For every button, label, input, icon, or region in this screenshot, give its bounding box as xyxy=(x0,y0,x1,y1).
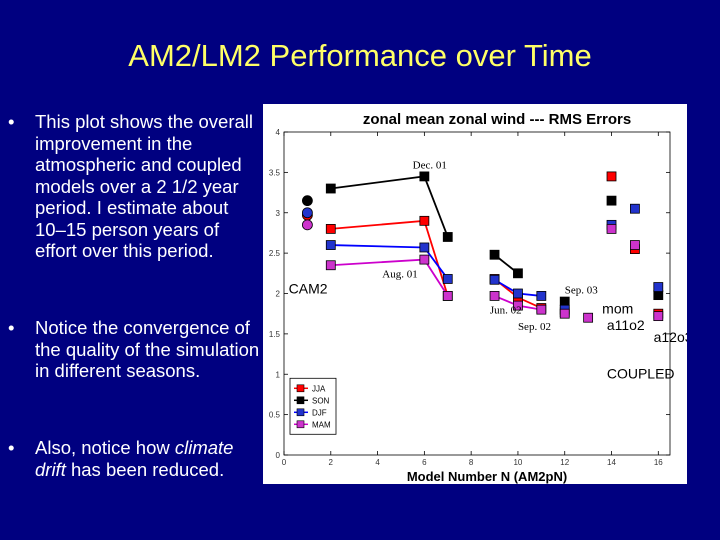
annotation-label: Sep. 02 xyxy=(518,321,551,333)
data-point-son xyxy=(653,290,664,301)
data-point-jja xyxy=(419,215,430,226)
legend-label: DJF xyxy=(312,408,327,417)
bullet-item: • This plot shows the overall improvemen… xyxy=(8,111,260,262)
data-point-mam xyxy=(325,260,336,271)
y-tick-label: 2.5 xyxy=(269,249,281,258)
rms-error-chart: zonal mean zonal wind --- RMS Errors 0 2 4 6… xyxy=(269,111,687,484)
data-point-jja xyxy=(325,224,336,234)
y-tick-label: 0 xyxy=(276,451,281,460)
x-tick-label: 4 xyxy=(375,458,380,467)
data-point-son xyxy=(419,171,430,182)
x-tick-label: 16 xyxy=(654,458,663,467)
y-tick-label: 3 xyxy=(276,209,281,218)
x-tick-label: 2 xyxy=(329,458,334,467)
annotation-label: a11o2 xyxy=(607,317,645,333)
legend-marker xyxy=(296,384,305,393)
data-point-son xyxy=(442,232,453,242)
annotation-label: Sep. 03 xyxy=(565,285,599,297)
y-tick-label: 1.5 xyxy=(269,330,281,339)
data-point-djf xyxy=(419,242,430,253)
data-point-son xyxy=(559,296,570,307)
data-point-djf xyxy=(442,274,453,284)
y-tick-label: 2 xyxy=(276,290,281,299)
annotation-label: a12o3 xyxy=(654,329,687,345)
cam2-point-mam xyxy=(301,219,313,231)
series-line-jja xyxy=(330,219,449,297)
legend-label: JJA xyxy=(312,384,326,393)
annotation-label: mom xyxy=(602,301,633,317)
bullet-text-pre: Also, notice how xyxy=(35,437,175,458)
y-tick-label: 1 xyxy=(276,370,281,379)
bullet-glyph: • xyxy=(8,317,15,338)
data-point-son xyxy=(606,195,617,206)
data-point-mam xyxy=(513,300,523,311)
data-point-djf xyxy=(630,203,640,214)
slide-title: AM2/LM2 Performance over Time xyxy=(128,38,592,73)
x-axis-label: Model Number N (AM2pN) xyxy=(407,469,567,484)
data-point-son xyxy=(489,249,500,260)
data-point-son xyxy=(513,268,523,279)
x-tick-label: 0 xyxy=(282,458,287,467)
data-point-mam xyxy=(442,291,453,301)
x-tick-label: 12 xyxy=(560,458,569,467)
bullet-glyph: • xyxy=(8,437,15,458)
y-tick-label: 0.5 xyxy=(269,411,281,420)
chart-panel: zonal mean zonal wind --- RMS Errors 0 2 4 6… xyxy=(263,104,687,484)
data-point-mam xyxy=(606,224,617,234)
y-tick-label: 4 xyxy=(276,128,281,137)
y-tick-label: 3.5 xyxy=(269,168,281,177)
chart-title: zonal mean zonal wind --- RMS Errors xyxy=(363,111,631,128)
cam2-point-djf xyxy=(301,207,313,219)
data-point-mam xyxy=(559,308,570,319)
legend-label: MAM xyxy=(312,420,331,429)
bullet-item: • Also, notice how climate drift has bee… xyxy=(8,437,265,480)
data-point-mam xyxy=(489,291,500,301)
annotation-label: Aug. 01 xyxy=(382,268,417,280)
x-tick-label: 6 xyxy=(422,458,427,467)
data-point-djf xyxy=(536,291,547,301)
annotation-label: COUPLED xyxy=(607,365,675,381)
legend-marker xyxy=(296,420,305,429)
data-point-djf xyxy=(325,240,336,250)
data-point-mam xyxy=(419,254,430,265)
data-point-mam xyxy=(583,312,594,323)
bullet-glyph: • xyxy=(8,111,15,132)
bullet-text-emphasis: climate drift xyxy=(35,437,234,480)
bullet-text: This plot shows the overall improvement … xyxy=(35,111,253,261)
legend-marker xyxy=(296,396,305,405)
annotation-label: Dec. 01 xyxy=(413,159,447,171)
legend-label: SON xyxy=(312,396,330,405)
bullet-item: • Notice the convergence of the quality … xyxy=(8,317,260,382)
bullet-text: Notice the convergence of the quality of… xyxy=(35,317,260,381)
data-point-djf xyxy=(513,288,523,299)
data-point-mam xyxy=(630,240,640,250)
x-tick-label: 10 xyxy=(513,458,522,467)
data-point-mam xyxy=(536,304,547,315)
data-point-djf xyxy=(653,282,664,292)
annotation-label: Jun. 02 xyxy=(490,305,522,317)
data-point-mam xyxy=(653,311,664,322)
bullet-text-post: has been reduced. xyxy=(65,458,225,480)
data-point-jja xyxy=(606,171,617,182)
data-point-son xyxy=(325,183,336,194)
annotation-label: CAM2 xyxy=(289,281,328,297)
legend-marker xyxy=(296,408,305,417)
x-tick-label: 14 xyxy=(607,458,616,467)
cam2-point-son xyxy=(301,195,313,207)
x-tick-label: 8 xyxy=(469,458,474,467)
data-point-djf xyxy=(489,274,500,285)
